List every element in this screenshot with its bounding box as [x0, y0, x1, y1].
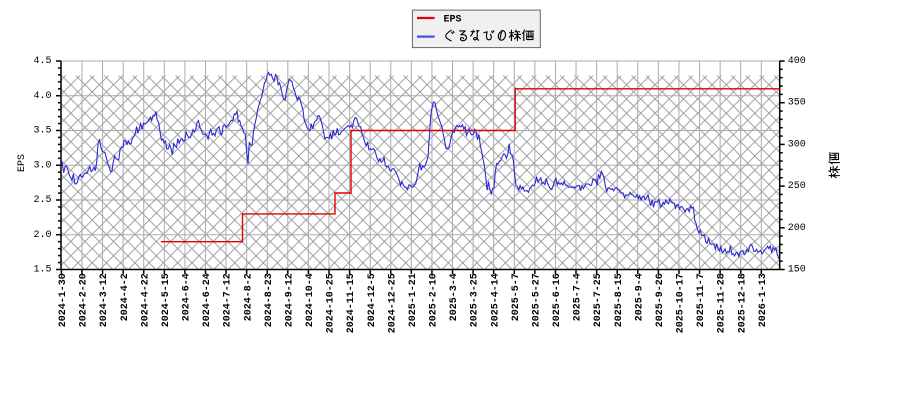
svg-text:2024-6-24: 2024-6-24	[202, 273, 213, 327]
svg-text:2025-3-25: 2025-3-25	[470, 273, 481, 327]
svg-text:2025-9-4: 2025-9-4	[634, 273, 645, 321]
svg-text:2024-8-2: 2024-8-2	[243, 273, 254, 321]
svg-text:150: 150	[788, 265, 806, 276]
svg-text:2025-10-17: 2025-10-17	[676, 273, 687, 333]
svg-text:2024-12-25: 2024-12-25	[387, 273, 398, 333]
svg-text:EPS: EPS	[444, 15, 462, 26]
svg-text:2024-2-20: 2024-2-20	[79, 273, 90, 327]
svg-text:350: 350	[788, 98, 806, 109]
svg-text:2025-3-4: 2025-3-4	[449, 273, 460, 321]
svg-text:2025-8-15: 2025-8-15	[614, 273, 625, 327]
svg-text:300: 300	[788, 139, 806, 150]
svg-text:2025-2-10: 2025-2-10	[429, 273, 440, 327]
svg-text:2024-6-4: 2024-6-4	[182, 273, 193, 321]
svg-text:2024-7-12: 2024-7-12	[223, 273, 234, 327]
svg-text:3.0: 3.0	[33, 160, 51, 171]
svg-text:2024-10-4: 2024-10-4	[305, 273, 316, 327]
svg-text:1.5: 1.5	[33, 265, 51, 276]
svg-text:2024-4-2: 2024-4-2	[120, 273, 131, 321]
svg-text:2024-4-22: 2024-4-22	[140, 273, 151, 327]
svg-text:2025-6-16: 2025-6-16	[552, 273, 563, 327]
svg-text:400: 400	[788, 56, 806, 67]
svg-text:2025-11-7: 2025-11-7	[696, 273, 707, 327]
svg-text:2025-5-7: 2025-5-7	[511, 273, 522, 321]
svg-text:2024-5-15: 2024-5-15	[161, 273, 172, 327]
svg-text:4.5: 4.5	[33, 56, 51, 67]
svg-text:2025-12-18: 2025-12-18	[737, 273, 748, 333]
svg-text:2.5: 2.5	[33, 195, 51, 206]
svg-text:2024-10-25: 2024-10-25	[326, 273, 337, 333]
svg-text:2025-7-4: 2025-7-4	[573, 273, 584, 321]
svg-text:250: 250	[788, 181, 806, 192]
svg-text:200: 200	[788, 223, 806, 234]
svg-text:2025-11-28: 2025-11-28	[717, 273, 728, 333]
svg-text:2025-1-21: 2025-1-21	[408, 273, 419, 327]
svg-text:2025-4-14: 2025-4-14	[490, 273, 501, 327]
svg-text:3.5: 3.5	[33, 126, 51, 137]
svg-text:2.0: 2.0	[33, 230, 51, 241]
svg-text:2024-1-30: 2024-1-30	[58, 273, 69, 327]
svg-text:2025-5-27: 2025-5-27	[531, 273, 542, 327]
svg-text:2026-1-13: 2026-1-13	[758, 273, 769, 327]
svg-text:4.0: 4.0	[33, 91, 51, 102]
svg-text:2024-8-23: 2024-8-23	[264, 273, 275, 327]
svg-text:2024-12-5: 2024-12-5	[367, 273, 378, 327]
svg-text:2024-3-12: 2024-3-12	[99, 273, 110, 327]
svg-text:2025-9-26: 2025-9-26	[655, 273, 666, 327]
svg-text:2024-9-12: 2024-9-12	[284, 273, 295, 327]
svg-text:EPS: EPS	[17, 154, 28, 172]
svg-text:2024-11-15: 2024-11-15	[346, 273, 357, 333]
svg-text:2025-7-25: 2025-7-25	[593, 273, 604, 327]
